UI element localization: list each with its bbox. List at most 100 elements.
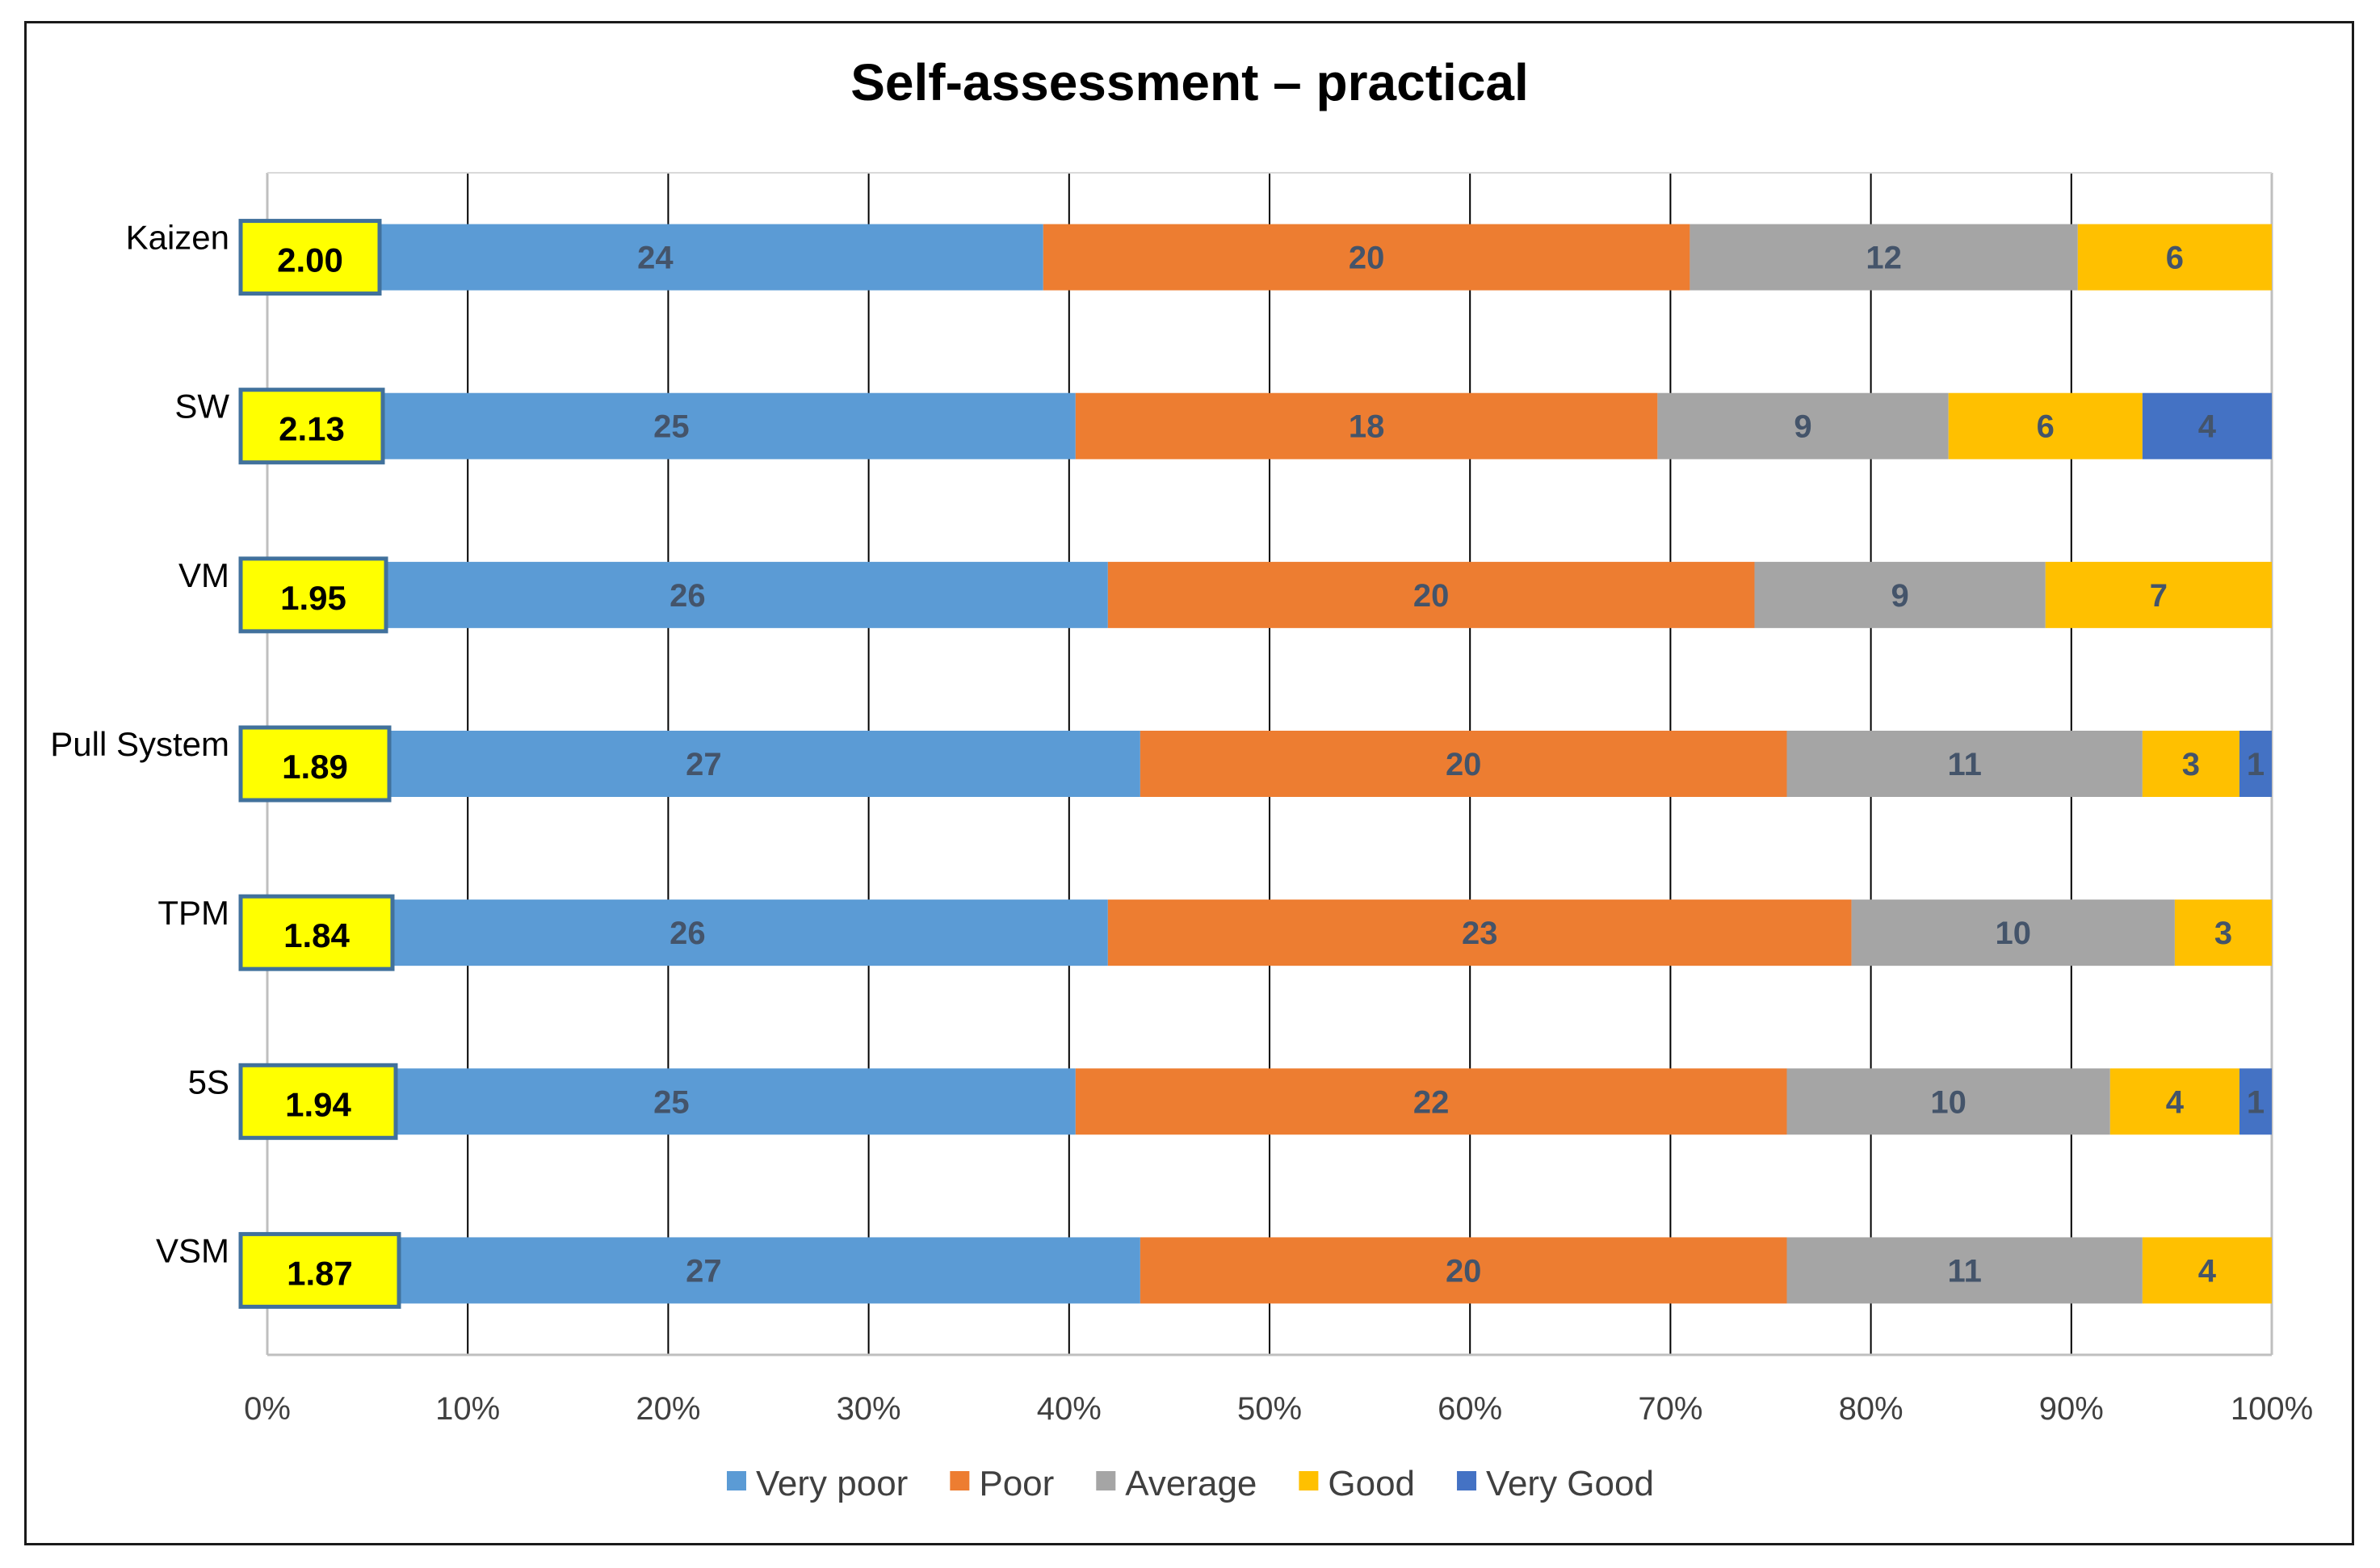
data-label-tpm-average: 10 [1995,916,2031,951]
data-label-tpm-poor: 23 [1462,916,1498,951]
mean-score-kaizen: 2.00 [277,241,343,279]
x-axis-ticks: 0% 10% 20% 30% 40% 50% 60% 70% 80% 90% 100% [244,1391,2313,1427]
bar-sw-average [1657,392,1949,459]
mean-score-box-pull-system [238,725,392,803]
data-label-pull-system-good: 3 [2182,747,2200,782]
bar-vm-good [2045,561,2272,628]
bar-kaizen-average [1690,224,2078,291]
legend-label-very-good: Very Good [1486,1464,1654,1503]
data-label-vsm-average: 11 [1948,1253,1982,1289]
data-label-vm-average: 9 [1891,578,1909,614]
chart-title: Self-assessment – practical [850,53,1529,111]
bar-sw-very-good [2142,392,2272,459]
bar-pull-system-poor [1140,731,1787,797]
data-label-5s-poor: 22 [1413,1084,1450,1120]
mean-score-box-sw [238,388,385,465]
data-label-sw-good: 6 [2037,409,2055,445]
bar-tpm-average [1851,899,2175,966]
bar-sw-poor [1075,392,1658,459]
data-label-tpm-good: 3 [2214,916,2232,951]
data-label-pull-system-poor: 20 [1446,747,1482,782]
bar-5s-good [2109,1068,2239,1135]
x-tick-50pct: 50% [1237,1391,1302,1427]
data-label-5s-very-good: 1 [2247,1084,2265,1120]
data-label-5s-very-poor: 25 [653,1084,690,1120]
data-label-sw-very-poor: 25 [653,409,690,445]
x-tick-100pct: 100% [2231,1391,2313,1427]
data-label-sw-average: 9 [1794,409,1811,445]
legend-swatch-very-poor [727,1471,746,1490]
legend-swatch-poor [950,1471,970,1490]
mean-score-box-vm [238,556,388,634]
data-label-vm-good: 7 [2150,578,2168,614]
data-label-kaizen-average: 12 [1866,241,1902,276]
category-label-vm: VM [178,556,229,594]
data-label-pull-system-very-good: 1 [2247,747,2265,782]
data-label-vsm-very-poor: 27 [686,1253,722,1289]
mean-score-sw: 2.13 [279,410,345,448]
data-label-vm-very-poor: 26 [670,578,706,614]
mean-score-box-kaizen [238,219,382,296]
bar-5s-very-good [2239,1068,2272,1135]
mean-score-vm: 1.95 [280,579,346,617]
category-labels: Kaizen SW VM Pull System TPM 5S VSM [50,219,229,1270]
bar-vsm-good [2142,1237,2272,1304]
legend-swatch-very-good [1457,1471,1477,1490]
data-label-pull-system-average: 11 [1948,747,1982,782]
x-tick-30pct: 30% [837,1391,901,1427]
data-label-pull-system-very-poor: 27 [686,747,722,782]
mean-score-pull-system: 1.89 [282,748,348,786]
category-label-5s: 5S [188,1063,229,1101]
x-tick-40pct: 40% [1037,1391,1102,1427]
bar-pull-system-very-poor [267,731,1140,797]
bar-vsm-very-poor [267,1237,1140,1304]
data-label-sw-poor: 18 [1349,409,1385,445]
category-label-tpm: TPM [157,894,229,932]
data-label-vsm-good: 4 [2198,1253,2217,1289]
legend-label-average: Average [1125,1464,1257,1503]
x-tick-70pct: 70% [1638,1391,1702,1427]
bar-tpm-poor [1107,899,1852,966]
x-tick-10pct: 10% [435,1391,500,1427]
legend-swatch-good [1299,1471,1319,1490]
bar-vsm-poor [1140,1237,1787,1304]
bar-tpm-very-poor [267,899,1108,966]
x-tick-0pct: 0% [244,1391,291,1427]
category-label-kaizen: Kaizen [126,219,229,257]
bars: 24 20 12 625 18 9 6 426 20 9 727 20 11 3 126 23 10 325 22 1… [267,224,2272,1304]
bar-kaizen-good [2077,224,2272,291]
bar-5s-average [1786,1068,2110,1135]
mean-score-5s: 1.94 [285,1085,351,1123]
bar-vm-poor [1107,561,1755,628]
data-label-vsm-poor: 20 [1446,1253,1482,1289]
data-label-kaizen-very-poor: 24 [637,241,674,276]
mean-score-tpm: 1.84 [283,916,350,954]
mean-score-box-vsm [238,1231,401,1309]
legend: Very poor Poor Average Good Very Good [727,1464,1654,1503]
data-label-5s-average: 10 [1930,1084,1967,1120]
mean-score-box-tpm [238,894,395,971]
x-tick-90pct: 90% [2039,1391,2104,1427]
bar-kaizen-very-poor [267,224,1043,291]
bar-kaizen-poor [1043,224,1690,291]
bar-pull-system-average [1786,731,2143,797]
data-label-kaizen-poor: 20 [1349,241,1385,276]
mean-score-labels: 2.00 2.13 1.95 1.89 1.84 1.94 1.87 [238,219,401,1309]
bar-tpm-good [2174,899,2272,966]
bar-5s-poor [1075,1068,1787,1135]
data-label-vm-poor: 20 [1413,578,1450,614]
mean-score-box-5s [238,1063,398,1140]
data-label-5s-good: 4 [2166,1084,2185,1120]
bar-sw-good [1948,392,2143,459]
bar-pull-system-very-good [2239,731,2272,797]
legend-label-very-poor: Very poor [756,1464,908,1503]
x-tick-20pct: 20% [636,1391,700,1427]
bar-vm-very-poor [267,561,1108,628]
category-label-vsm: VSM [156,1231,229,1269]
bar-vsm-average [1786,1237,2143,1304]
x-tick-60pct: 60% [1438,1391,1502,1427]
x-tick-80pct: 80% [1839,1391,1904,1427]
category-label-pull-system: Pull System [50,725,229,763]
data-label-kaizen-good: 6 [2166,241,2184,276]
